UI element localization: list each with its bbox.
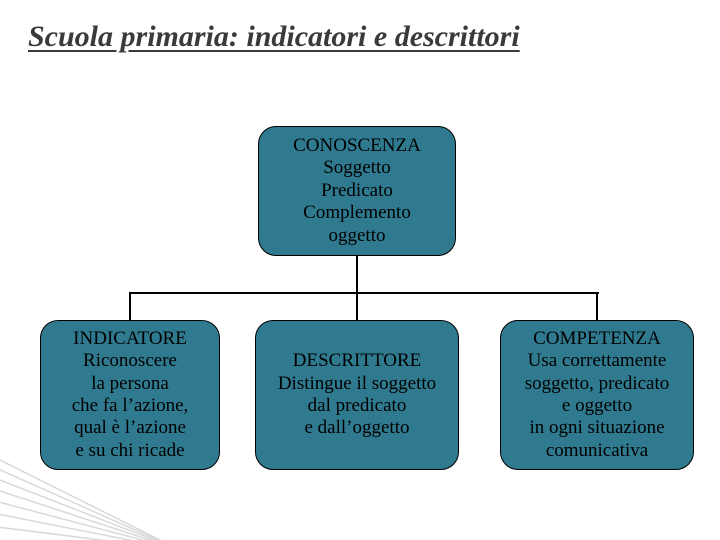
node-line: la persona — [91, 373, 169, 395]
connector-bar — [130, 292, 599, 294]
connector-trunk — [356, 256, 358, 294]
node-line: e oggetto — [562, 395, 632, 417]
node-line: dal predicato — [308, 395, 407, 417]
node-line: Soggetto — [323, 157, 391, 179]
node-line: Distingue il soggetto — [278, 373, 436, 395]
tree-root-node: CONOSCENZASoggettoPredicatoComplementoog… — [258, 126, 456, 256]
node-line: oggetto — [329, 225, 386, 247]
node-line: CONOSCENZA — [293, 135, 421, 157]
node-line: INDICATORE — [73, 328, 187, 350]
connector-drop — [596, 292, 598, 320]
node-line: Predicato — [321, 180, 393, 202]
node-line: soggetto, predicato — [525, 373, 670, 395]
slide-title: Scuola primaria: indicatori e descrittor… — [28, 20, 520, 54]
tree-child-node: COMPETENZAUsa correttamentesoggetto, pre… — [500, 320, 694, 470]
node-line: comunicativa — [546, 440, 648, 462]
node-line: Usa correttamente — [528, 350, 667, 372]
node-line: Riconoscere — [83, 350, 177, 372]
node-line: qual è l’azione — [74, 417, 186, 439]
tree-child-node: INDICATORERiconoscerela personache fa l’… — [40, 320, 220, 470]
node-line: che fa l’azione, — [72, 395, 189, 417]
connector-drop — [356, 292, 358, 320]
tree-child-node: DESCRITTOREDistingue il soggettodal pred… — [255, 320, 459, 470]
connector-drop — [129, 292, 131, 320]
node-line: e su chi ricade — [75, 440, 184, 462]
node-line: COMPETENZA — [533, 328, 661, 350]
node-line: DESCRITTORE — [293, 350, 421, 372]
node-line: in ogni situazione — [529, 417, 664, 439]
node-line: Complemento — [303, 202, 411, 224]
node-line: e dall’oggetto — [305, 417, 410, 439]
